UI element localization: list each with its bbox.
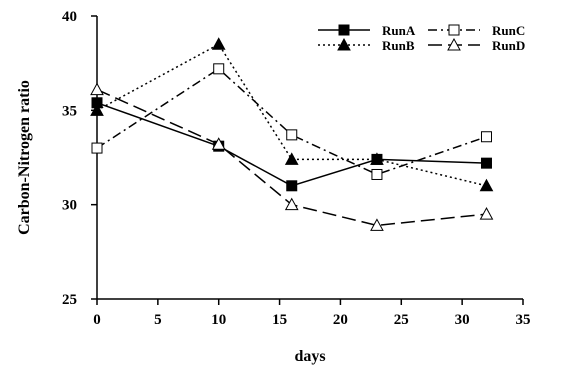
y-tick-label: 40 <box>62 9 77 25</box>
legend-item-rund: RunD <box>428 37 525 53</box>
x-tick-label: 10 <box>211 312 226 328</box>
legend-marker-rund <box>447 37 461 51</box>
y-tick-label: 25 <box>62 292 77 308</box>
data-point-runa <box>286 180 298 192</box>
data-point-rund <box>90 82 104 96</box>
legend-label-runc: RunC <box>492 23 525 38</box>
data-point-runc <box>91 142 103 154</box>
data-point-rund <box>211 137 226 150</box>
y-tick-label: 35 <box>62 103 77 119</box>
data-point-runb <box>284 152 299 165</box>
series-line-runc <box>96 67 487 176</box>
data-point-rund <box>479 207 494 220</box>
data-point-runc <box>213 63 225 75</box>
legend-marker-runa <box>338 24 350 36</box>
x-tick-label: 30 <box>455 312 470 328</box>
y-axis-title: Carbon-Nitrogen ratio <box>16 80 33 235</box>
x-tick-label: 25 <box>394 312 409 328</box>
axes <box>96 16 523 300</box>
x-ticks: 0 5 10 15 20 25 30 35 <box>93 299 531 328</box>
legend-label-runb: RunB <box>382 38 415 53</box>
series-runb <box>90 37 494 192</box>
legend-label-runa: RunA <box>382 23 416 38</box>
data-point-runc <box>286 129 298 141</box>
series-runc <box>91 63 492 180</box>
x-tick-label: 20 <box>333 312 348 328</box>
data-point-rund <box>370 218 384 231</box>
data-point-runa <box>480 157 492 169</box>
x-axis-title: days <box>294 348 325 365</box>
data-point-runb <box>479 178 494 192</box>
x-tick-label: 35 <box>516 312 531 328</box>
legend-marker-runb <box>337 37 351 51</box>
legend-item-runa: RunA <box>318 23 416 38</box>
x-tick-label: 15 <box>272 312 287 328</box>
series-rund <box>90 82 494 231</box>
x-tick-label: 5 <box>154 312 162 328</box>
legend-item-runc: RunC <box>428 23 525 38</box>
data-point-runc <box>480 131 492 143</box>
legend-label-rund: RunD <box>492 38 525 53</box>
y-ticks: 25 30 35 40 <box>62 9 97 308</box>
x-tick-label: 0 <box>93 312 101 328</box>
data-point-rund <box>284 197 299 211</box>
legend-marker-runc <box>448 24 460 36</box>
series-layer <box>90 37 494 231</box>
y-tick-label: 30 <box>62 198 77 214</box>
data-point-runb <box>370 152 384 165</box>
legend-item-runb: RunB <box>318 37 415 53</box>
data-point-runc <box>371 168 383 180</box>
data-point-runb <box>211 37 226 50</box>
data-point-runb <box>90 103 104 116</box>
